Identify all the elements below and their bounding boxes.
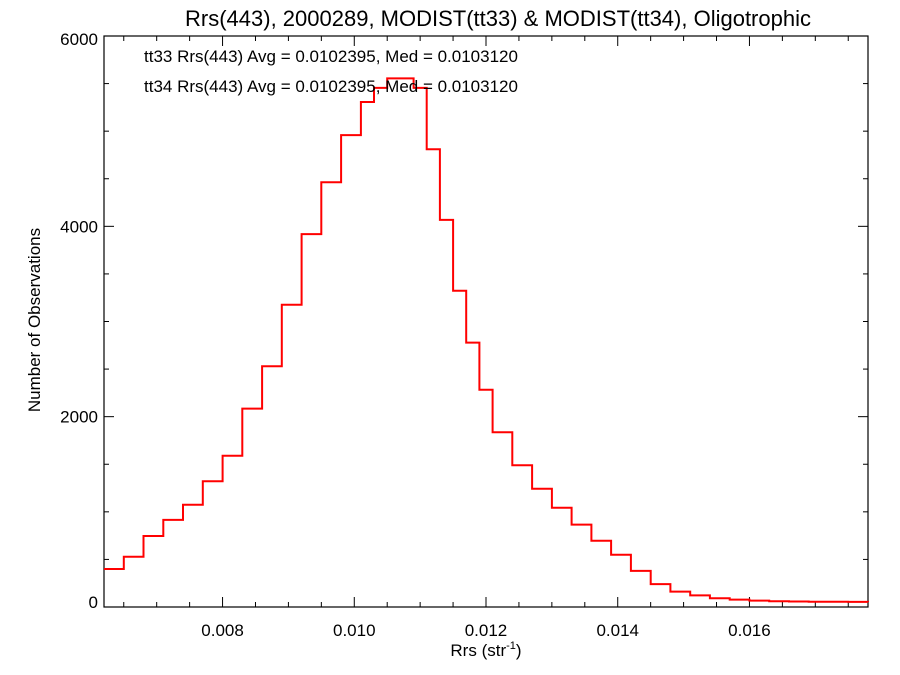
x-tick-label: 0.010 [333, 621, 376, 640]
plot-frame [103, 35, 869, 608]
x-axis-label-superscript: -1 [506, 640, 516, 652]
annotation-tt33-stats: tt33 Rrs(443) Avg = 0.0102395, Med = 0.0… [144, 47, 518, 66]
axis-tick-labels: 0.008 0.010 0.012 0.014 0.016 0 2000 4000 6000 [60, 30, 771, 640]
annotation-tt34-stats: tt34 Rrs(443) Avg = 0.0102395, Med = 0.0… [144, 77, 518, 96]
y-tick-label: 6000 [60, 30, 98, 49]
x-tick-label: 0.014 [596, 621, 639, 640]
y-axis-label: Number of Observations [25, 228, 44, 412]
x-tick-label: 0.012 [465, 621, 508, 640]
x-axis-label: Rrs (str-1) [450, 640, 521, 660]
x-axis-label-main: Rrs (str [450, 641, 506, 660]
histogram-series-line [104, 77, 869, 603]
x-tick-label: 0.008 [201, 621, 244, 640]
x-axis-label-close: ) [516, 641, 522, 660]
chart-title: Rrs(443), 2000289, MODIST(tt33) & MODIST… [185, 6, 811, 31]
y-tick-label: 0 [89, 593, 98, 612]
axis-ticks [104, 35, 868, 608]
x-tick-label: 0.016 [728, 621, 771, 640]
y-tick-label: 2000 [60, 408, 98, 427]
y-tick-label: 4000 [60, 217, 98, 236]
